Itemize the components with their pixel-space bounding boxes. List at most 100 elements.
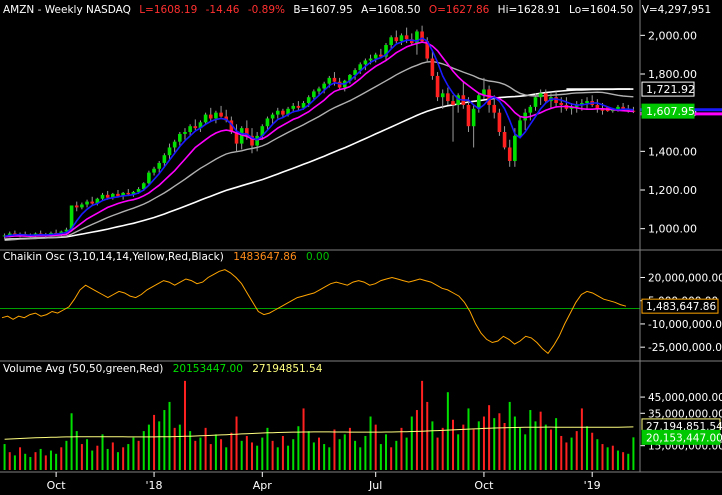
candle-body [332, 77, 337, 82]
ma-blue-line [4, 37, 634, 238]
candle-body [178, 133, 182, 142]
candle [384, 43, 388, 61]
volume-bar [348, 427, 351, 470]
candle-body [64, 229, 69, 232]
volume-bar [400, 427, 403, 470]
candle [100, 192, 105, 201]
x-axis-label: '19 [584, 479, 601, 492]
candle [152, 166, 156, 176]
x-axis-label: Apr [253, 479, 273, 492]
volume-bar [70, 413, 73, 470]
volume-bar [549, 429, 552, 470]
candle-body [430, 58, 435, 76]
volume-bar [586, 426, 589, 470]
price-marker-label: 1,607.95 [646, 105, 695, 118]
price-axis-label: 1,200.00 [648, 184, 697, 197]
volume-bar [122, 447, 125, 470]
candle-body [497, 112, 502, 132]
volume-bar [96, 445, 99, 470]
candle [585, 97, 589, 109]
volume-bar [364, 435, 367, 470]
volume-marker-box [641, 429, 721, 445]
candle-body [80, 204, 84, 208]
candle-body [90, 201, 95, 204]
volume-bar [39, 448, 42, 470]
candle [574, 101, 579, 113]
volume-bar [307, 431, 310, 470]
volume-bar [220, 439, 223, 470]
volume-bar [225, 447, 228, 470]
svg-text:Chaikin Osc (3,10,14,14,Yellow: Chaikin Osc (3,10,14,14,Yellow,Red,Black… [3, 251, 329, 263]
volume-bar [158, 421, 161, 470]
volume-bar [580, 408, 583, 470]
candle [353, 68, 357, 80]
candle [198, 120, 203, 132]
candle [569, 103, 574, 115]
volume-bar [544, 424, 547, 470]
candle-body [348, 74, 352, 81]
volume-bar [446, 392, 449, 470]
volume-bar [436, 437, 439, 470]
volume-axis-label: 35,000,000.00 [648, 408, 722, 420]
candle-body [384, 45, 388, 57]
candle [590, 95, 594, 107]
high-price: Hi=1628.91 [498, 4, 561, 16]
volume-bar [230, 432, 233, 470]
candle [183, 128, 187, 140]
volume-bar [189, 431, 192, 470]
volume-bar [8, 452, 11, 470]
volume-bar [385, 434, 388, 470]
volume-bar [323, 444, 326, 470]
candle-body [440, 93, 445, 98]
candle [415, 29, 419, 55]
candle [250, 128, 254, 154]
candle-body [49, 232, 53, 235]
candle-body [275, 110, 280, 115]
candle-body [141, 183, 146, 190]
candle-body [353, 70, 357, 75]
candle-body [286, 108, 290, 115]
candle-body [317, 88, 321, 92]
candle [178, 132, 182, 146]
last-price: L=1608.19 [139, 4, 197, 16]
volume-bar [178, 424, 181, 470]
candle [317, 86, 321, 96]
chaikin-osc-label: Chaikin Osc (3,10,14,14,Yellow,Red,Black… [3, 251, 224, 263]
candle-body [456, 95, 460, 105]
volume-bar [194, 440, 197, 470]
candle-body [435, 75, 440, 98]
volume-bar [214, 434, 217, 470]
candle [203, 112, 208, 125]
volume-bar [173, 427, 176, 470]
candle-body [518, 120, 522, 136]
candle [363, 58, 368, 71]
candle-body [389, 37, 393, 45]
svg-text:Volume Avg (50,50,green,Red): Volume Avg (50,50,green,Red) 20153447.00… [3, 363, 323, 375]
candle [409, 33, 414, 45]
volume-bar [24, 453, 27, 470]
volume-bar [168, 401, 171, 470]
candle [430, 50, 435, 80]
candle-body [229, 120, 234, 132]
candle-body [245, 128, 249, 136]
candle-body [631, 110, 636, 112]
volume-bar [379, 444, 382, 470]
candle-body [337, 81, 342, 88]
volume-bar [343, 434, 346, 470]
volume-bar [359, 447, 362, 470]
volume-bar [472, 429, 475, 470]
bid-price: B=1607.95 [293, 4, 352, 16]
volume-bar [493, 418, 496, 470]
volume-bar [312, 442, 315, 470]
volume-bar [415, 410, 418, 470]
volume-bar [163, 410, 166, 470]
volume-bar [560, 435, 563, 470]
volume-bar [297, 426, 300, 470]
candle [214, 110, 218, 124]
candle [342, 79, 347, 92]
candle-body [111, 193, 115, 198]
candle-body [312, 91, 316, 98]
ask-price: A=1608.50 [361, 4, 420, 16]
